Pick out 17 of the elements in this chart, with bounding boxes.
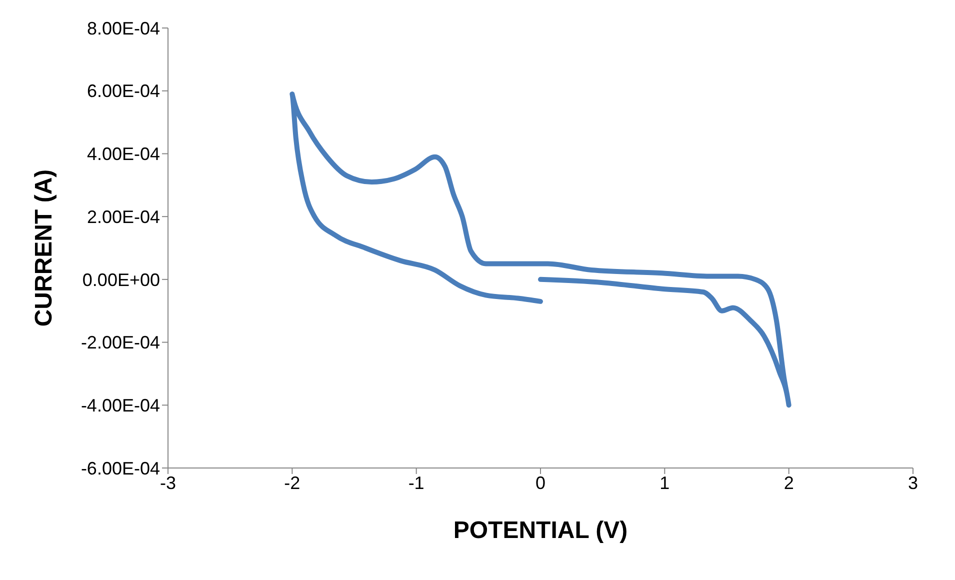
y-tick-label: 6.00E-04 bbox=[86, 81, 160, 102]
x-tick-label: -2 bbox=[284, 472, 300, 493]
x-tick-label: 2 bbox=[784, 472, 794, 493]
y-tick-label: 0.00E+00 bbox=[82, 270, 160, 290]
x-tick-label: 3 bbox=[908, 472, 918, 493]
x-tick-label: 1 bbox=[660, 472, 670, 493]
x-axis-title: POTENTIAL (V) bbox=[453, 517, 628, 544]
y-tick-label: -2.00E-04 bbox=[80, 332, 160, 353]
y-tick-label: 2.00E-04 bbox=[86, 206, 160, 227]
y-tick-label: -6.00E-04 bbox=[80, 458, 160, 478]
y-tick-label: -4.00E-04 bbox=[80, 396, 160, 416]
x-tick-label: 0 bbox=[535, 472, 546, 493]
y-tick-label: 8.00E-04 bbox=[86, 18, 160, 38]
x-tick-label: -3 bbox=[160, 472, 176, 493]
x-tick-label: -1 bbox=[408, 472, 424, 493]
y-tick-label: 4.00E-04 bbox=[86, 144, 160, 164]
y-axis-title: CURRENT (A) bbox=[30, 169, 58, 327]
